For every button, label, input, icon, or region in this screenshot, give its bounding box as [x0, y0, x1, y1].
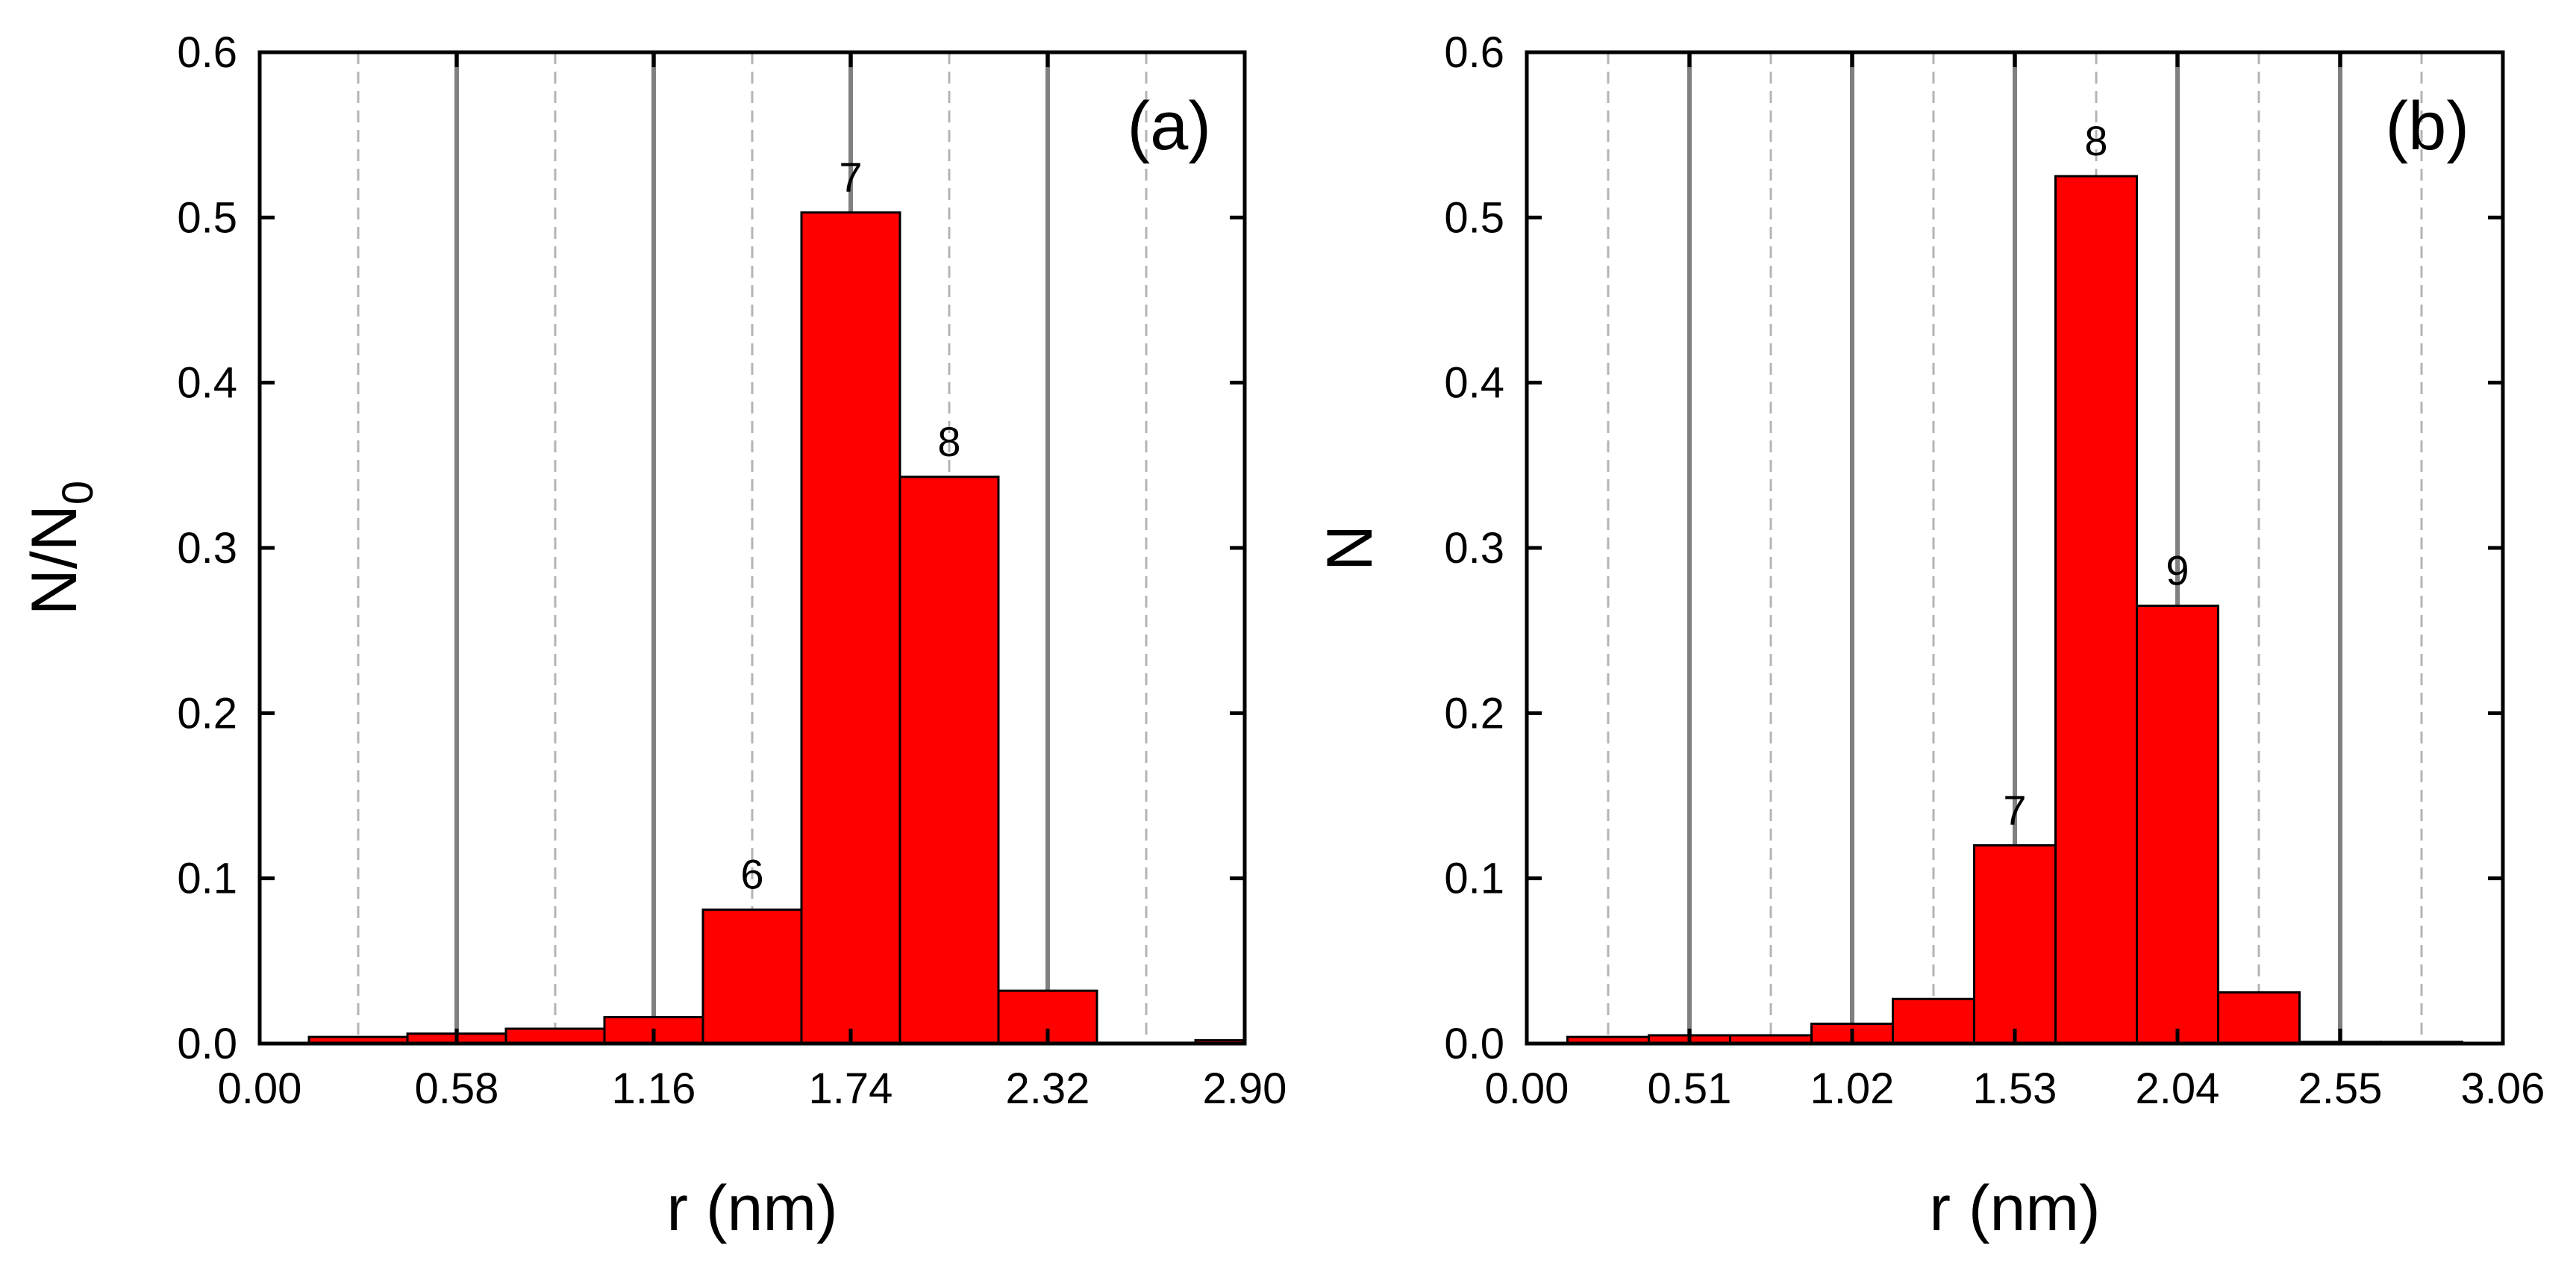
y-tick-label: 0.4	[1444, 359, 1504, 408]
panel-label: (a)	[1128, 88, 1211, 164]
histogram-bar	[701, 908, 803, 1045]
y-tick-label: 0.6	[1444, 28, 1504, 77]
x-tick-label: 0.51	[1648, 1064, 1732, 1113]
bar-count-label: 6	[740, 851, 763, 898]
x-tick-label: 2.55	[2298, 1064, 2383, 1113]
x-tick-label: 2.04	[2136, 1064, 2220, 1113]
histogram-bar	[2136, 604, 2219, 1045]
histogram-bar	[2217, 991, 2301, 1045]
y-tick-label: 0.5	[177, 193, 237, 242]
y-tick-label: 0.1	[177, 855, 237, 903]
histogram-bar	[1973, 844, 2057, 1045]
bar-count-label: 7	[839, 154, 862, 201]
y-tick-label: 0.0	[1444, 1020, 1504, 1068]
y-tick-label: 0.3	[1444, 524, 1504, 573]
y-tick-label: 0.2	[177, 689, 237, 738]
x-tick-label: 2.90	[1203, 1064, 1287, 1113]
y-axis-title: N/N0	[19, 481, 102, 615]
x-tick-label: 0.58	[415, 1064, 499, 1113]
panel-label: (b)	[2386, 88, 2469, 164]
panel-b: 7 8 9 0.0 0.1 0.2 0.3 0.4 0.5 0.6 0.00 0.51 1.02 1.53…	[1314, 28, 2545, 1244]
histogram-bar	[1892, 997, 1975, 1045]
bar-count-label: 8	[937, 418, 960, 465]
y-tick-label: 0.0	[177, 1020, 237, 1068]
x-tick-label: 1.02	[1810, 1064, 1895, 1113]
x-tick-label: 1.53	[1973, 1064, 2057, 1113]
x-tick-label: 1.74	[809, 1064, 893, 1113]
x-tick-label: 2.32	[1006, 1064, 1090, 1113]
y-axis-title-main: N/N	[19, 505, 90, 615]
y-axis-title-main: N	[1314, 525, 1386, 571]
x-tick-label: 3.06	[2461, 1064, 2545, 1113]
x-axis-title: r (nm)	[1929, 1173, 2100, 1244]
y-axis-title-subscript: 0	[54, 481, 102, 505]
histogram-bar	[898, 476, 1000, 1045]
x-tick-label: 1.16	[612, 1064, 696, 1113]
bar-count-label: 8	[2084, 117, 2107, 164]
y-tick-label: 0.2	[1444, 689, 1504, 738]
y-tick-label: 0.1	[1444, 855, 1504, 903]
y-axis-title: N	[1314, 525, 1386, 571]
x-tick-label: 0.00	[218, 1064, 302, 1113]
panel-a: 6 7 8 0.0 0.1 0.2 0.3 0.4 0.5 0.6 0.00 0.58 1.16 1.74…	[19, 28, 1287, 1244]
bar-count-label: 7	[2003, 786, 2026, 833]
y-tick-label: 0.4	[177, 359, 237, 408]
y-tick-label: 0.6	[177, 28, 237, 77]
histogram-bar	[504, 1027, 606, 1045]
bar-count-label: 9	[2166, 546, 2189, 593]
y-tick-label: 0.3	[177, 524, 237, 573]
y-tick-label: 0.5	[1444, 193, 1504, 242]
x-axis-title: r (nm)	[666, 1173, 837, 1244]
histogram-bar	[2054, 175, 2138, 1045]
histogram-bar	[800, 211, 901, 1045]
x-tick-label: 0.00	[1485, 1064, 1569, 1113]
